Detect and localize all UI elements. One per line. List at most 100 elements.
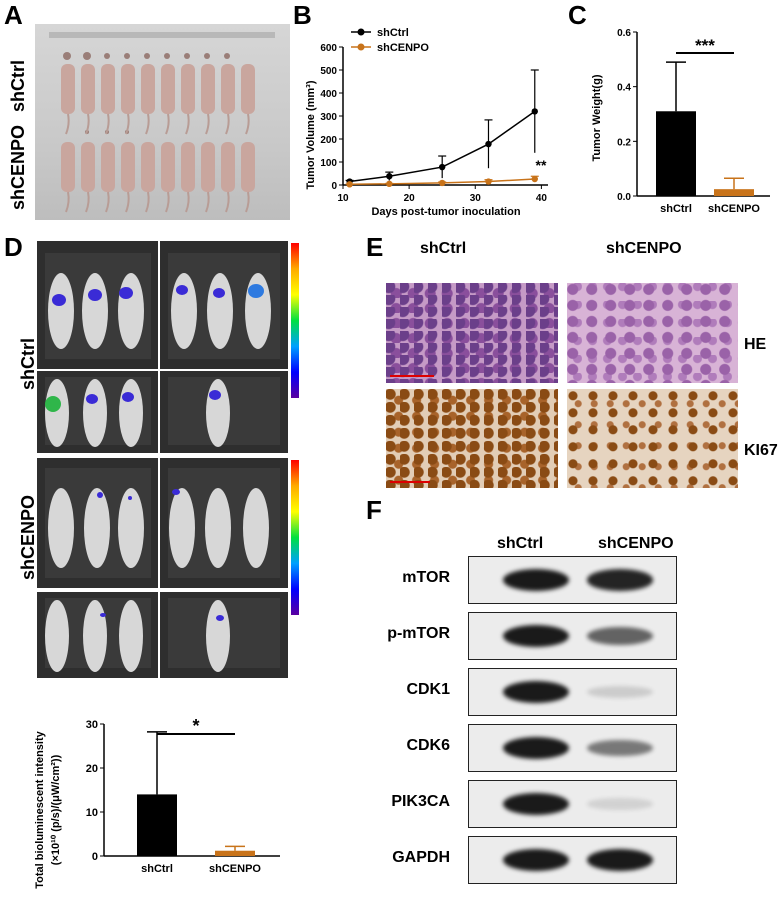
wb-band: [503, 569, 569, 591]
y-axis-title-line1: Total bioluminescent intensity: [34, 730, 46, 888]
significance-star: *: [192, 716, 199, 736]
data-point: [531, 175, 538, 183]
wb-blot-p-mtor: [468, 612, 677, 660]
wb-label-gapdh: GAPDH: [392, 849, 450, 866]
tumor-volume-chart: Tumor Volume (mm³) 0 100 200 300 400 500 600 10…: [305, 27, 548, 218]
data-point: [438, 179, 446, 187]
legend: shCtrl shCENPO: [351, 27, 429, 54]
y-axis-title-line2: (×10¹⁰ (p/s)/(μW/cm²)): [50, 754, 62, 865]
y-tick-label: 0: [331, 181, 337, 192]
ivis-image-shcenpo-2: [160, 458, 288, 588]
panel-a-shctrl-label: shCtrl: [8, 59, 28, 112]
x-tick-label: 40: [536, 193, 548, 204]
wb-blot-pik3ca: [468, 780, 677, 828]
wb-band: [587, 569, 653, 591]
ivis-image-shctrl-1: [37, 241, 158, 369]
ivis-image-shcenpo-4: [160, 592, 288, 678]
data-point: [438, 163, 446, 171]
wb-label-pik3ca: PIK3CA: [391, 793, 450, 810]
data-point: [386, 180, 393, 188]
wb-band: [503, 793, 569, 815]
ivis-image-shcenpo-1: [37, 458, 158, 588]
panel-e-header-shcenpo: shCENPO: [606, 240, 682, 257]
data-point: [485, 178, 492, 185]
wb-label-cdk6: CDK6: [406, 737, 450, 754]
scale-bar-ki67: [390, 481, 430, 483]
panel-f-header-shctrl: shCtrl: [497, 535, 544, 552]
wb-band: [503, 625, 569, 647]
y-tick-label: 0: [92, 851, 98, 863]
mice-tumor-photo: [35, 24, 290, 220]
y-tick-label: 30: [86, 719, 98, 731]
x-tick-label: 30: [470, 193, 482, 204]
wb-label-cdk1: CDK1: [406, 681, 450, 698]
y-tick-label: 20: [86, 763, 98, 775]
wb-blot-cdk1: [468, 668, 677, 716]
wb-band: [503, 849, 569, 871]
bar-shCtrl: [137, 794, 177, 856]
panel-e-header-shctrl: shCtrl: [420, 240, 467, 257]
x-tick-label: 20: [404, 193, 416, 204]
y-tick-label: 400: [320, 89, 337, 100]
category-label: shCtrl: [660, 203, 692, 215]
wb-band: [587, 739, 653, 757]
legend-shctrl: shCtrl: [377, 27, 409, 39]
scale-bar-he: [390, 375, 434, 377]
panel-d-shcenpo-label: shCENPO: [18, 494, 38, 580]
y-axis-title: Tumor Volume (mm³): [305, 80, 317, 189]
wb-band: [587, 798, 653, 810]
panel-a-label: A: [4, 0, 23, 30]
legend-shcenpo: shCENPO: [377, 42, 429, 54]
y-tick-label: 10: [86, 807, 98, 819]
data-point: [485, 140, 492, 148]
y-tick-label: 0.6: [617, 28, 631, 39]
data-point: [346, 181, 353, 188]
tumor-weight-chart: Tumor Weight(g) 0.0 0.2 0.4 0.6 shCtrl shCENP…: [591, 28, 770, 215]
wb-label-p-mtor: p-mTOR: [387, 625, 450, 642]
ivis-image-shcenpo-3: [37, 592, 158, 678]
y-tick-label: 500: [320, 66, 337, 77]
panel-c-label: C: [568, 0, 587, 30]
color-scale-bar-top: [291, 243, 299, 398]
wb-blot-cdk6: [468, 724, 677, 772]
wb-blot-gapdh: [468, 836, 677, 884]
wb-band: [587, 686, 653, 698]
bar-shCENPO: [215, 850, 255, 856]
category-label: shCENPO: [209, 863, 261, 875]
wb-blot-mtor: [468, 556, 677, 604]
y-axis-title: Tumor Weight(g): [591, 74, 603, 161]
wb-label-mtor: mTOR: [402, 569, 450, 586]
panel-b-label: B: [293, 0, 312, 30]
y-tick-label: 200: [320, 135, 337, 146]
panel-e-row-ki67: KI67: [744, 442, 778, 459]
panel-d-shctrl-label: shCtrl: [18, 337, 38, 390]
y-tick-label: 0.2: [617, 137, 631, 148]
wb-band: [503, 737, 569, 759]
y-tick-label: 300: [320, 112, 337, 123]
y-tick-label: 600: [320, 43, 337, 54]
panel-a-shcenpo-label: shCENPO: [8, 124, 28, 210]
wb-band: [587, 627, 653, 645]
he-stain-shctrl: [386, 283, 558, 383]
bar-shCENPO: [714, 189, 754, 196]
panel-f-header-shcenpo: shCENPO: [598, 535, 674, 552]
he-stain-shcenpo: [567, 283, 738, 383]
bar-shCtrl: [656, 111, 696, 196]
ivis-image-shctrl-3: [37, 371, 158, 453]
y-tick-label: 0.4: [617, 83, 631, 94]
category-label: shCtrl: [141, 863, 173, 875]
x-axis-title: Days post-tumor inoculation: [371, 206, 520, 218]
data-point: [386, 173, 393, 180]
panel-d-label: D: [4, 232, 23, 262]
western-blot: mTOR p-mTOR CDK1 CDK6 PIK3CA GAPDH: [380, 556, 680, 902]
bioluminescence-chart: Total bioluminescent intensity (×10¹⁰ (p…: [34, 716, 280, 889]
ki67-stain-shcenpo: [567, 389, 738, 488]
wb-band: [503, 681, 569, 703]
x-tick-label: 10: [337, 193, 349, 204]
y-tick-label: 100: [320, 158, 337, 169]
mice-photo-drawing: [49, 32, 275, 213]
significance-stars: ***: [695, 36, 715, 55]
significance-stars: **: [536, 157, 547, 173]
y-tick-label: 0.0: [617, 192, 631, 203]
data-point: [531, 108, 538, 115]
